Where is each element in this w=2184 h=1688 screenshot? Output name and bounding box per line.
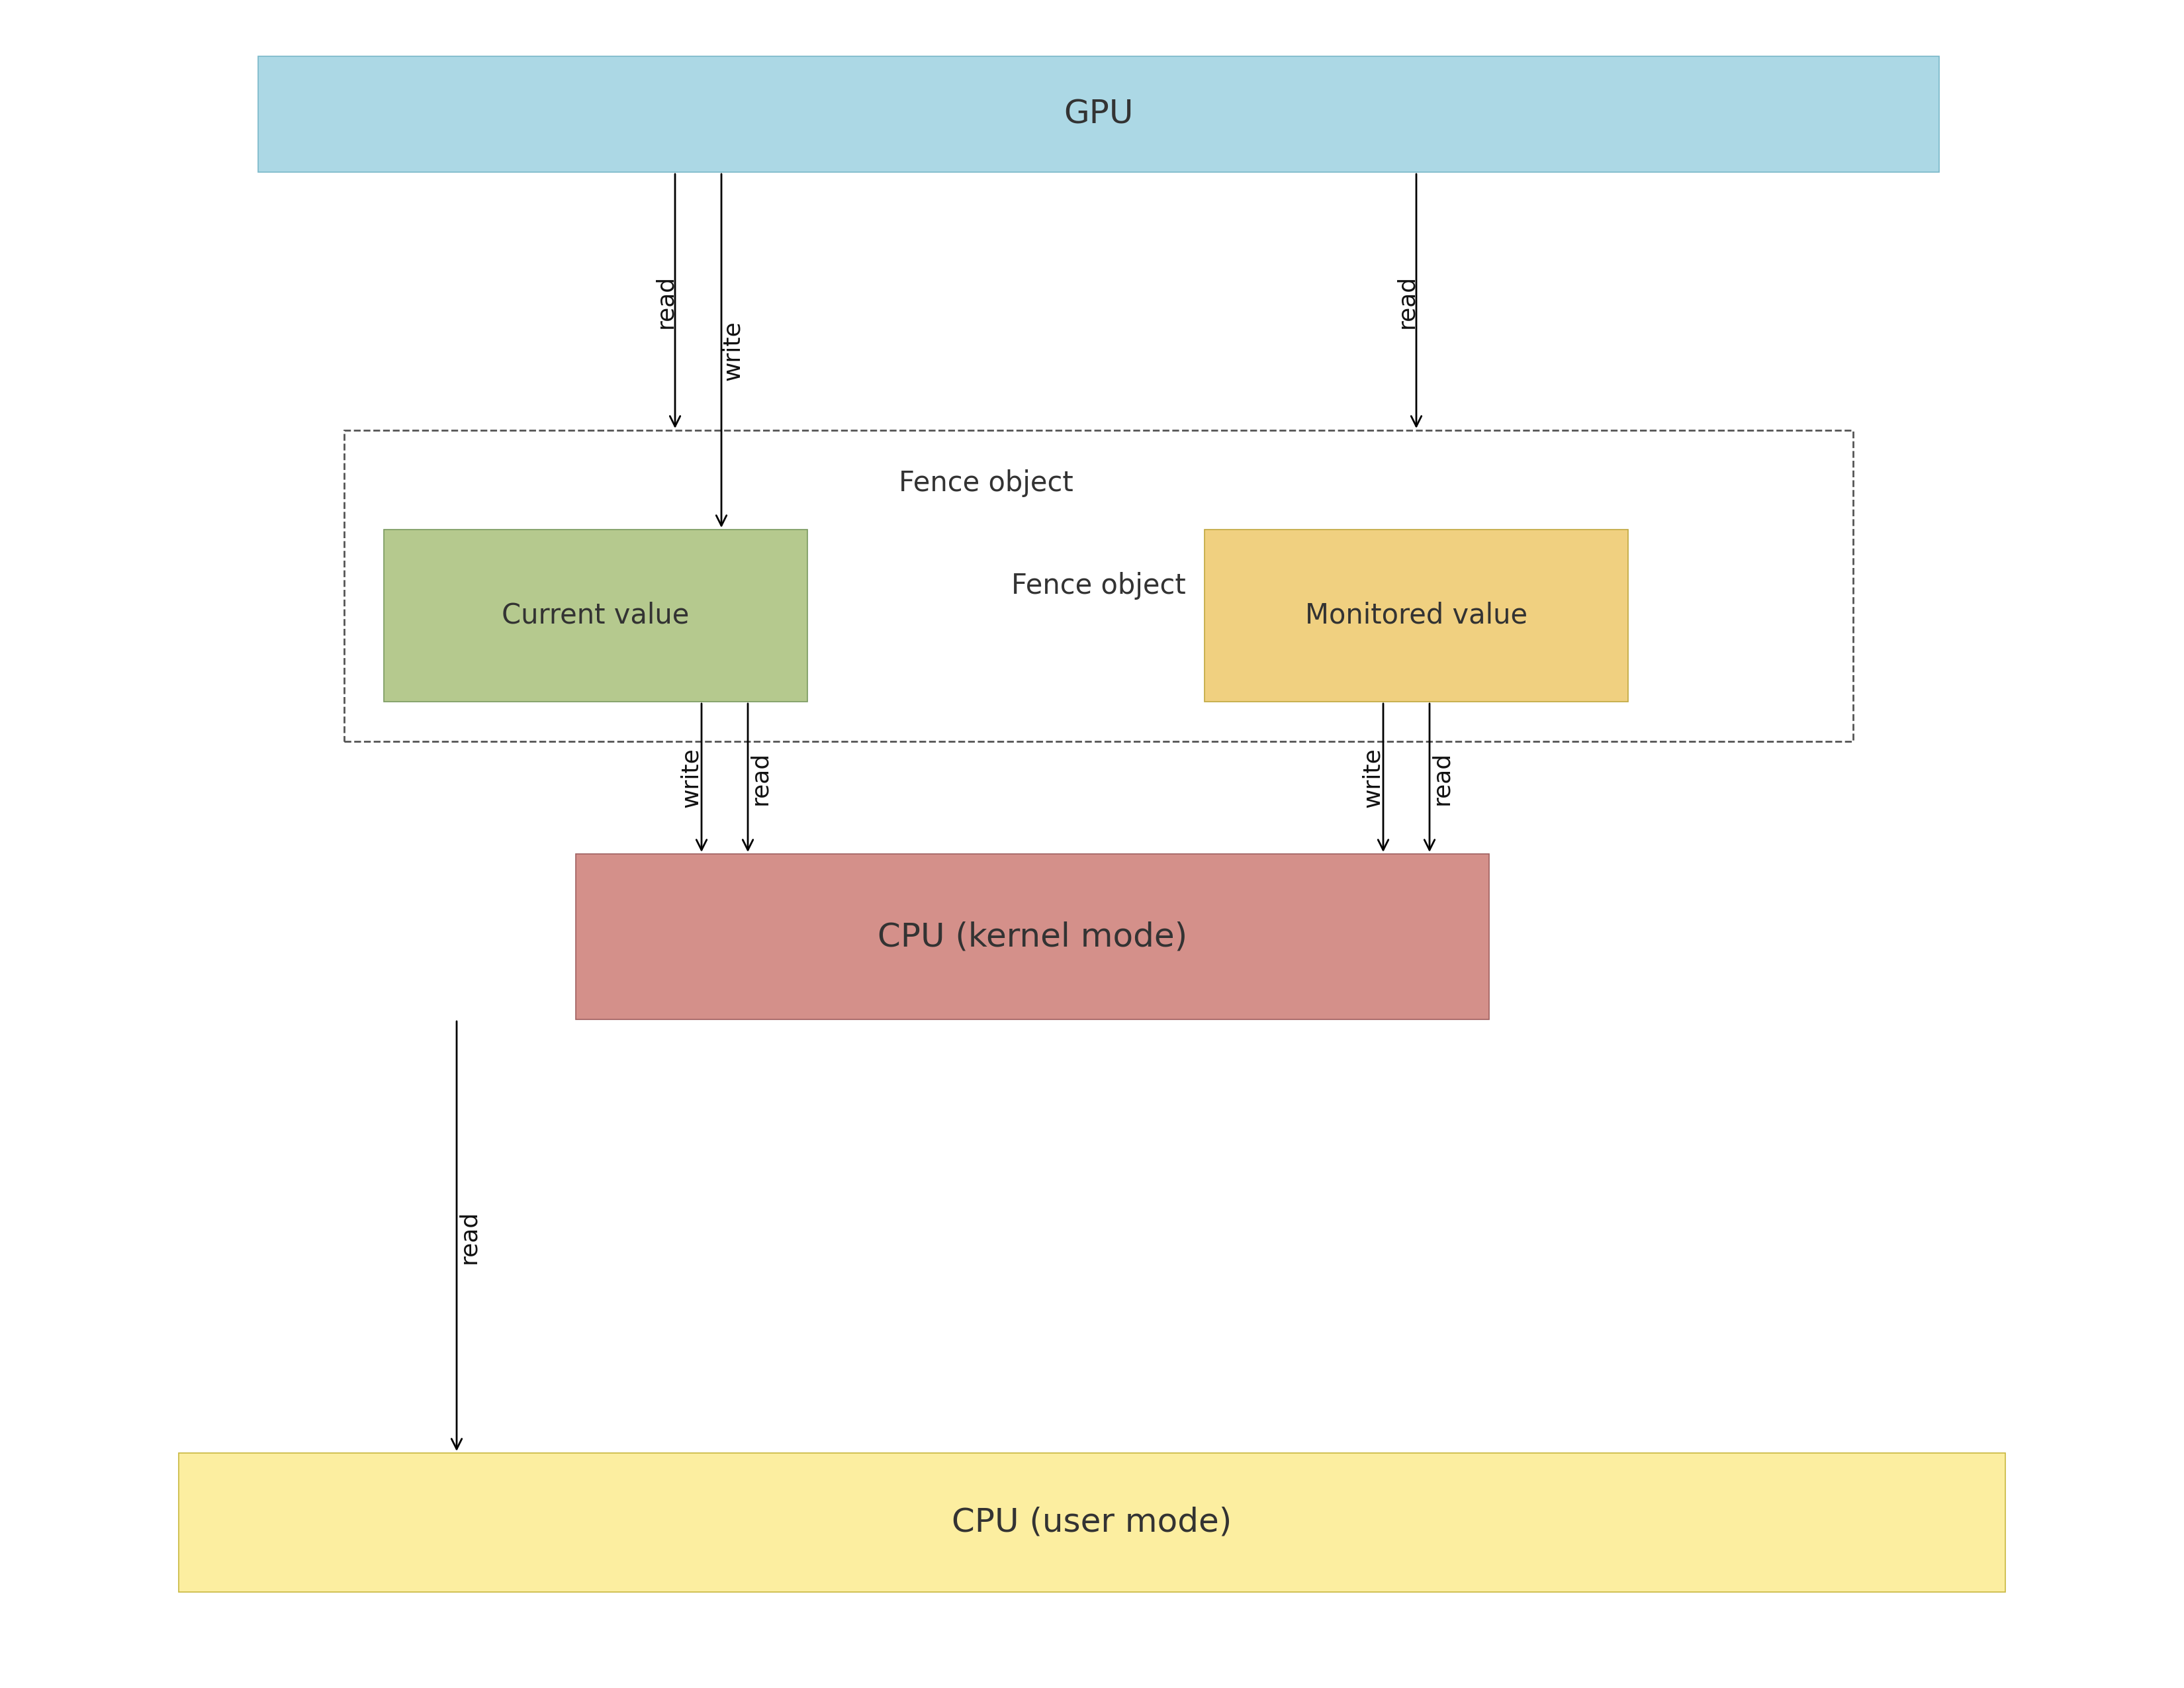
Text: read: read (1431, 751, 1452, 805)
Text: write: write (1361, 748, 1385, 809)
Text: read: read (653, 275, 677, 327)
Text: Monitored value: Monitored value (1306, 601, 1527, 630)
Text: CPU (user mode): CPU (user mode) (952, 1507, 1232, 1538)
FancyBboxPatch shape (384, 530, 808, 702)
Text: Fence object: Fence object (1011, 572, 1186, 599)
FancyBboxPatch shape (179, 1453, 2005, 1592)
FancyBboxPatch shape (577, 854, 1489, 1020)
Text: read: read (749, 751, 771, 805)
FancyBboxPatch shape (1206, 530, 1627, 702)
Text: Current value: Current value (502, 601, 690, 630)
Text: Fence object: Fence object (900, 469, 1072, 498)
Text: write: write (679, 748, 703, 809)
Text: read: read (1396, 275, 1417, 327)
Text: CPU (kernel mode): CPU (kernel mode) (878, 920, 1188, 952)
Text: read: read (456, 1210, 480, 1263)
Text: write: write (721, 321, 745, 381)
FancyBboxPatch shape (258, 56, 1939, 172)
Text: GPU: GPU (1064, 98, 1133, 130)
